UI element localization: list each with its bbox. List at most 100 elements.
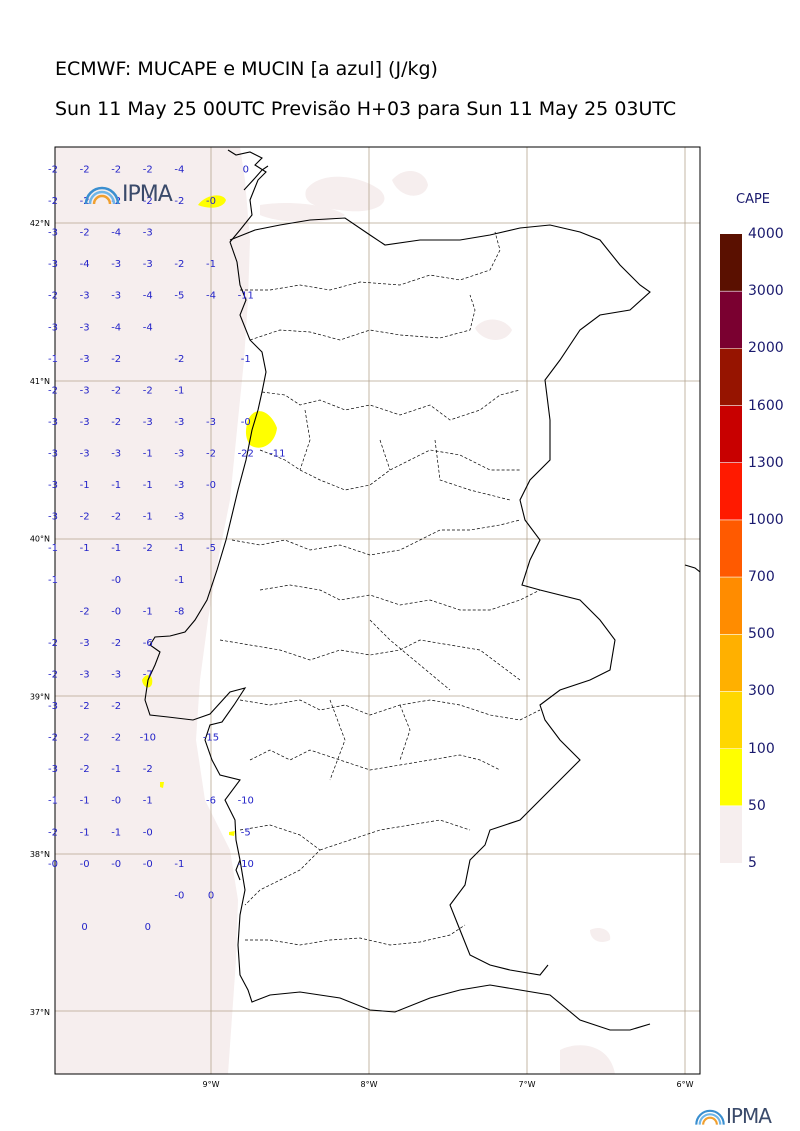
mucin-value: -1: [48, 796, 58, 807]
ipma-logo-top: IPMA: [82, 180, 182, 210]
longitude-tick-label: 6°W: [677, 1080, 694, 1089]
colorbar-tick-label: 50: [748, 797, 766, 814]
mucin-value: -0: [111, 859, 121, 870]
mucin-value: -1: [111, 543, 121, 554]
mucin-value: -2: [111, 196, 121, 207]
mucin-value: -3: [143, 259, 153, 270]
mucin-value: -3: [143, 417, 153, 428]
mucin-value: -3: [174, 512, 184, 523]
mucin-value: -3: [48, 480, 58, 491]
colorbar-tick-label: 3000: [748, 283, 784, 300]
mucin-value: -1: [48, 575, 58, 586]
mucin-value: -8: [174, 606, 184, 617]
mucin-value: -3: [174, 449, 184, 460]
mucin-value: -2: [143, 764, 153, 775]
colorbar-swatch: [720, 291, 742, 349]
mucin-value: -2: [48, 385, 58, 396]
mucin-value: -3: [48, 228, 58, 239]
mucin-value: -0: [111, 606, 121, 617]
mucin-value: -2: [143, 543, 153, 554]
cape-low-patch: [305, 176, 385, 212]
mucin-value: -3: [80, 291, 90, 302]
mucin-value: -2: [80, 701, 90, 712]
mucin-value: -2: [143, 385, 153, 396]
latitude-tick-label: 38°N: [30, 850, 50, 859]
mucin-value: -2: [80, 764, 90, 775]
mucin-value: -1: [174, 385, 184, 396]
colorbar-tick-label: 2000: [748, 340, 784, 357]
longitude-tick-label: 8°W: [361, 1080, 378, 1089]
mucin-value: -1: [143, 796, 153, 807]
mucin-value: -3: [48, 417, 58, 428]
colorbar-tick-label: 5: [748, 855, 757, 871]
mucin-value: -2: [111, 512, 121, 523]
cape-low-patch: [392, 170, 428, 196]
mucin-value: -10: [238, 796, 254, 807]
mucin-value: -4: [143, 322, 153, 333]
cape-50-blob: [160, 782, 164, 788]
cape-50-blob: [142, 675, 153, 688]
mucin-value: -1: [80, 480, 90, 491]
mucin-value: -1: [80, 796, 90, 807]
mucin-value: -3: [80, 449, 90, 460]
mucin-value: -1: [48, 354, 58, 365]
mucin-value: -3: [80, 638, 90, 649]
colorbar-title: CAPE: [736, 192, 771, 207]
colorbar-tick-label: 1600: [748, 397, 784, 414]
mucin-value: -3: [111, 259, 121, 270]
mucin-value: -4: [143, 291, 153, 302]
mucin-value: -0: [111, 575, 121, 586]
mucin-value: -0: [174, 890, 184, 901]
mucin-value: -2: [111, 354, 121, 365]
colorbar-tick-label: 500: [748, 626, 775, 643]
cape-low-patch: [475, 319, 512, 340]
mucin-value: -0: [206, 196, 216, 207]
mucin-value: -3: [80, 322, 90, 333]
mucin-value: -0: [143, 827, 153, 838]
mucin-value: -3: [174, 480, 184, 491]
mucin-value: -2: [111, 638, 121, 649]
mucin-value: -4: [80, 259, 90, 270]
colorbar-swatch: [720, 577, 742, 635]
mucin-value: 0: [81, 922, 87, 933]
mucin-value: -11: [238, 291, 254, 302]
mucin-value: -2: [48, 291, 58, 302]
mucin-value: -3: [143, 228, 153, 239]
mucin-value: -3: [174, 417, 184, 428]
mucin-value: -5: [241, 827, 251, 838]
colorbar-tick-label: 300: [748, 683, 775, 700]
mucin-value: -1: [241, 354, 251, 365]
ipma-rainbow-icon: [695, 1109, 725, 1125]
colorbar-tick-label: 1300: [748, 454, 784, 471]
mucin-value: -2: [206, 449, 216, 460]
ipma-rainbow-icon: [84, 186, 120, 205]
coastline: [144, 149, 651, 1031]
mucin-value: -5: [174, 291, 184, 302]
latitude-tick-label: 41°N: [30, 377, 50, 386]
mucin-value: -4: [111, 322, 121, 333]
mucin-value: -2: [80, 606, 90, 617]
mucin-value: -4: [111, 228, 121, 239]
mucin-value: -3: [48, 322, 58, 333]
mucin-values: -2 -2 -2 -2 -4 0 -2 -2 -2 -2 -2 -0 -3 -2 -4 -3 -3 -4 -3 -3 -…: [48, 165, 286, 933]
mucin-value: -0: [206, 480, 216, 491]
mucin-value: -2: [143, 196, 153, 207]
mucin-value: -11: [269, 449, 285, 460]
latitude-tick-label: 40°N: [30, 535, 50, 544]
colorbar-swatch: [720, 234, 742, 292]
mucin-value: -1: [206, 259, 216, 270]
mucin-value: -2: [143, 165, 153, 176]
cape-low-patch: [590, 928, 611, 942]
latitude-tick-label: 42°N: [30, 219, 50, 228]
mucin-value: -0: [241, 417, 251, 428]
mucin-value: -2: [111, 733, 121, 744]
mucin-value: -1: [80, 827, 90, 838]
mucin-value: -3: [48, 764, 58, 775]
mucin-value: -4: [206, 291, 216, 302]
mucin-value: -2: [48, 165, 58, 176]
mucin-value: -0: [48, 859, 58, 870]
mucin-value: -1: [174, 859, 184, 870]
mucin-value: -2: [174, 354, 184, 365]
colorbar-tick-label: 1000: [748, 511, 784, 528]
